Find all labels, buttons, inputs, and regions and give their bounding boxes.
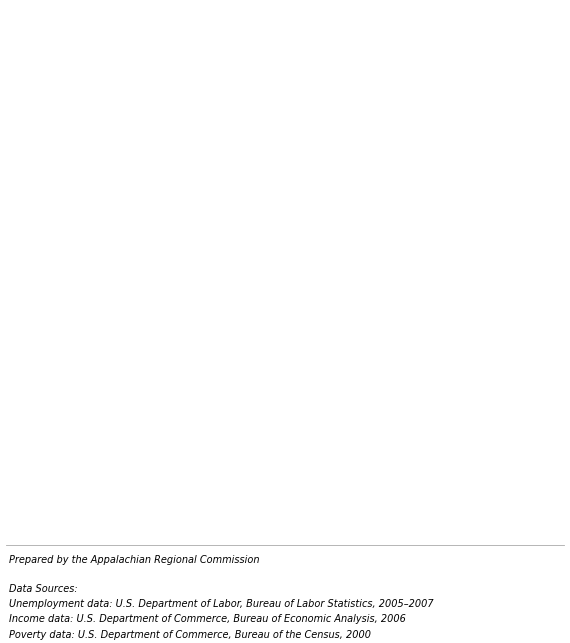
- Text: Unemployment data: U.S. Department of Labor, Bureau of Labor Statistics, 2005–20: Unemployment data: U.S. Department of La…: [9, 599, 433, 609]
- Text: Data Sources:: Data Sources:: [9, 584, 77, 594]
- Text: Map unavailable: Map unavailable: [217, 271, 353, 289]
- Text: Prepared by the Appalachian Regional Commission: Prepared by the Appalachian Regional Com…: [9, 556, 259, 565]
- Text: Poverty data: U.S. Department of Commerce, Bureau of the Census, 2000: Poverty data: U.S. Department of Commerc…: [9, 629, 370, 640]
- Text: Income data: U.S. Department of Commerce, Bureau of Economic Analysis, 2006: Income data: U.S. Department of Commerce…: [9, 615, 405, 624]
